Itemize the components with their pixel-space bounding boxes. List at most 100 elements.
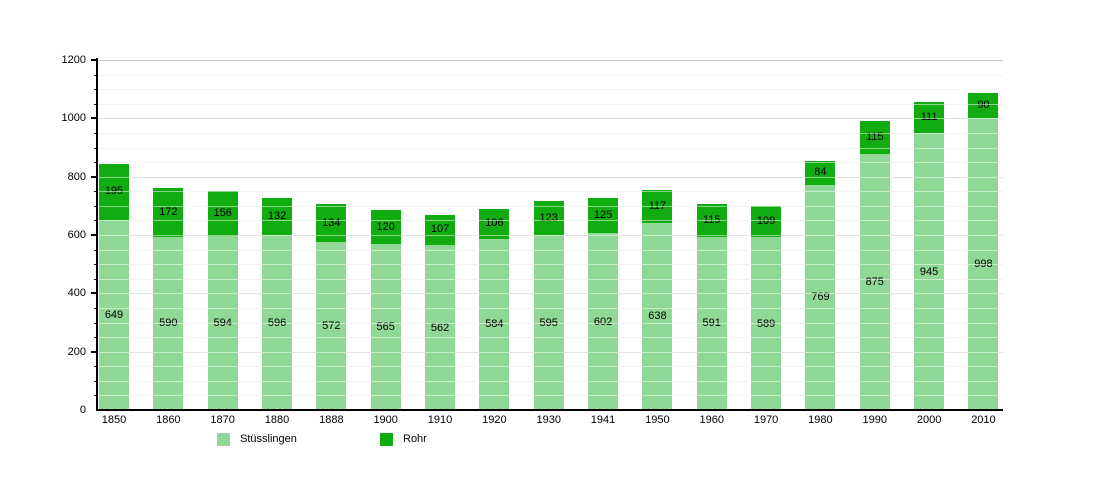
bar-group: 123 595 <box>533 200 564 410</box>
bar-segment-rohr: 156 <box>207 191 238 237</box>
bar-group: 84 769 <box>805 161 836 410</box>
bar-segment-stuesslingen: 945 <box>914 134 945 410</box>
x-tick-label: 1870 <box>210 414 235 426</box>
legend-label-rohr: Rohr <box>403 433 427 445</box>
gridline-overlay <box>98 132 1003 134</box>
bar-group: 156 594 <box>207 191 238 410</box>
bar-segment-rohr: 125 <box>588 197 619 235</box>
bar-group: 117 638 <box>642 189 673 410</box>
bar-value-stuesslingen: 572 <box>322 320 341 333</box>
bar-segment-rohr: 84 <box>805 161 836 186</box>
gridline-overlay <box>98 351 1003 353</box>
bar-segment-stuesslingen: 769 <box>805 185 836 410</box>
bar-segment-rohr: 106 <box>479 208 510 240</box>
x-tick-label: 1910 <box>427 414 453 426</box>
x-tick-label: 2000 <box>916 414 942 426</box>
gridline-overlay <box>98 176 1003 178</box>
bar-value-stuesslingen: 590 <box>159 318 177 329</box>
gridline-overlay <box>98 205 1003 207</box>
gridline-overlay <box>98 235 1003 236</box>
x-tick-label: 1888 <box>319 414 344 426</box>
gridline-overlay <box>98 337 1003 339</box>
bar-value-rohr: 115 <box>865 131 884 144</box>
bar-value-rohr: 134 <box>322 216 341 229</box>
bar-segment-stuesslingen: 562 <box>425 246 456 410</box>
bar-segment-rohr: 134 <box>316 204 347 244</box>
bar-value-stuesslingen: 875 <box>865 275 884 288</box>
bar-segment-rohr: 115 <box>859 121 890 155</box>
bar-value-rohr: 115 <box>703 214 721 226</box>
bar-segment-stuesslingen: 638 <box>642 223 673 410</box>
bar-value-stuesslingen: 565 <box>376 321 395 334</box>
y-tick-major <box>91 175 98 178</box>
x-tick-label: 1950 <box>645 414 670 426</box>
x-tick-label: 1990 <box>862 414 887 426</box>
bar-value-stuesslingen: 591 <box>703 318 721 329</box>
gridline-overlay <box>98 89 1003 91</box>
bar-value-stuesslingen: 638 <box>648 310 667 323</box>
y-tick-label: 800 <box>67 170 86 183</box>
bar-value-stuesslingen: 602 <box>594 316 612 328</box>
x-tick-label: 1860 <box>156 414 181 426</box>
gridline-overlay <box>98 307 1003 309</box>
x-tick-label: 1941 <box>590 414 616 426</box>
y-tick-label: 600 <box>67 229 86 241</box>
bar-value-rohr: 125 <box>593 209 613 222</box>
bar-value-rohr: 123 <box>539 211 558 224</box>
bar-group: 134 572 <box>316 204 347 410</box>
bar-value-rohr: 120 <box>376 220 395 233</box>
y-tick-label: 400 <box>67 287 86 300</box>
gridline-overlay <box>98 366 1003 368</box>
bar-value-rohr: 172 <box>159 205 178 218</box>
y-tick-major <box>91 350 98 353</box>
bar-group: 107 562 <box>425 214 456 410</box>
bar-value-stuesslingen: 769 <box>811 291 830 304</box>
bar-segment-rohr: 109 <box>751 206 782 239</box>
gridline-overlay <box>98 264 1003 266</box>
bar-segment-rohr: 117 <box>642 189 673 224</box>
x-tick-label: 1930 <box>536 414 561 426</box>
y-axis-line <box>96 58 98 411</box>
legend-swatch-stuesslingen <box>217 433 230 446</box>
x-tick-label: 1920 <box>482 414 507 426</box>
gridline-overlay <box>98 118 1003 120</box>
bar-value-rohr: 90 <box>977 98 990 111</box>
bar-group: 90 998 <box>968 92 999 410</box>
bar-value-rohr: 107 <box>430 223 450 236</box>
bar-group: 111 945 <box>914 102 945 410</box>
bar-group: 195 649 <box>99 163 129 410</box>
bar-segment-stuesslingen: 649 <box>99 220 129 410</box>
bar-value-rohr: 84 <box>814 166 827 179</box>
y-tick-major <box>91 292 98 295</box>
legend-label-stuesslingen: Stüsslingen <box>240 433 297 445</box>
gridline-overlay <box>98 395 1003 397</box>
y-tick-label: 0 <box>79 404 86 416</box>
bar-segment-rohr: 107 <box>425 214 456 247</box>
bar-segment-rohr: 172 <box>153 187 184 238</box>
bar-value-rohr: 111 <box>920 111 938 124</box>
bar-segment-stuesslingen: 875 <box>859 154 890 410</box>
gridline-overlay <box>98 103 1003 105</box>
x-tick-label: 1880 <box>264 414 290 426</box>
gridline-overlay <box>98 74 1003 76</box>
gridline-overlay <box>98 249 1003 251</box>
x-tick-label: 2010 <box>971 414 996 426</box>
bar-value-rohr: 106 <box>485 217 504 230</box>
gridline-major <box>98 60 1003 61</box>
y-tick-label: 1200 <box>61 54 86 66</box>
bar-segment-rohr: 132 <box>262 197 293 237</box>
gridline-overlay <box>98 191 1003 193</box>
bar-value-rohr: 109 <box>757 216 775 227</box>
bar-value-rohr: 156 <box>213 207 232 219</box>
gridline-overlay <box>98 293 1003 295</box>
gridline-overlay <box>98 278 1003 280</box>
y-tick-major <box>91 117 98 120</box>
y-tick-label: 1000 <box>61 112 86 125</box>
gridline-overlay <box>98 322 1003 324</box>
y-tick-major <box>91 234 98 236</box>
bar-value-stuesslingen: 649 <box>104 308 124 321</box>
bar-group: 132 596 <box>262 197 293 410</box>
bar-segment-rohr: 195 <box>99 163 129 221</box>
bar-group: 106 584 <box>479 208 510 410</box>
